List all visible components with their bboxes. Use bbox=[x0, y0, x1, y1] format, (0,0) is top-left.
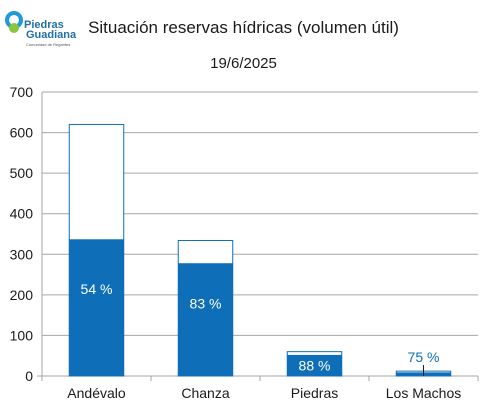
x-tick-label: Chanza bbox=[181, 385, 229, 401]
logo-name-line1: Piedras bbox=[24, 19, 64, 31]
chart-subtitle: 19/6/2025 bbox=[210, 55, 277, 72]
x-tick-label: Piedras bbox=[291, 385, 338, 401]
logo-drop-icon bbox=[9, 23, 19, 33]
filled-bar bbox=[69, 239, 124, 376]
chart-title: Situación reservas hídricas (volumen úti… bbox=[88, 18, 399, 37]
percent-label: 83 % bbox=[190, 295, 222, 311]
y-tick-label: 300 bbox=[10, 246, 34, 262]
x-tick-label: Andévalo bbox=[67, 385, 126, 401]
y-tick-label: 100 bbox=[10, 327, 34, 343]
y-tick-label: 400 bbox=[10, 206, 34, 222]
filled-bar bbox=[287, 354, 342, 376]
percent-label: 88 % bbox=[299, 357, 331, 373]
y-tick-label: 700 bbox=[10, 84, 34, 100]
y-tick-label: 200 bbox=[10, 287, 34, 303]
logo-tagline: Comunidad de Regantes bbox=[26, 42, 70, 47]
percent-label: 75 % bbox=[408, 349, 440, 365]
y-tick-label: 0 bbox=[25, 368, 33, 384]
filled-bar bbox=[178, 263, 233, 376]
logo-name-line2: Guadiana bbox=[26, 29, 77, 41]
percent-label: 54 % bbox=[81, 281, 113, 297]
y-tick-label: 500 bbox=[10, 165, 34, 181]
piedras-guadiana-logo: Piedras Guadiana Comunidad de Regantes bbox=[5, 11, 77, 47]
y-tick-label: 600 bbox=[10, 125, 34, 141]
x-tick-label: Los Machos bbox=[386, 385, 461, 401]
